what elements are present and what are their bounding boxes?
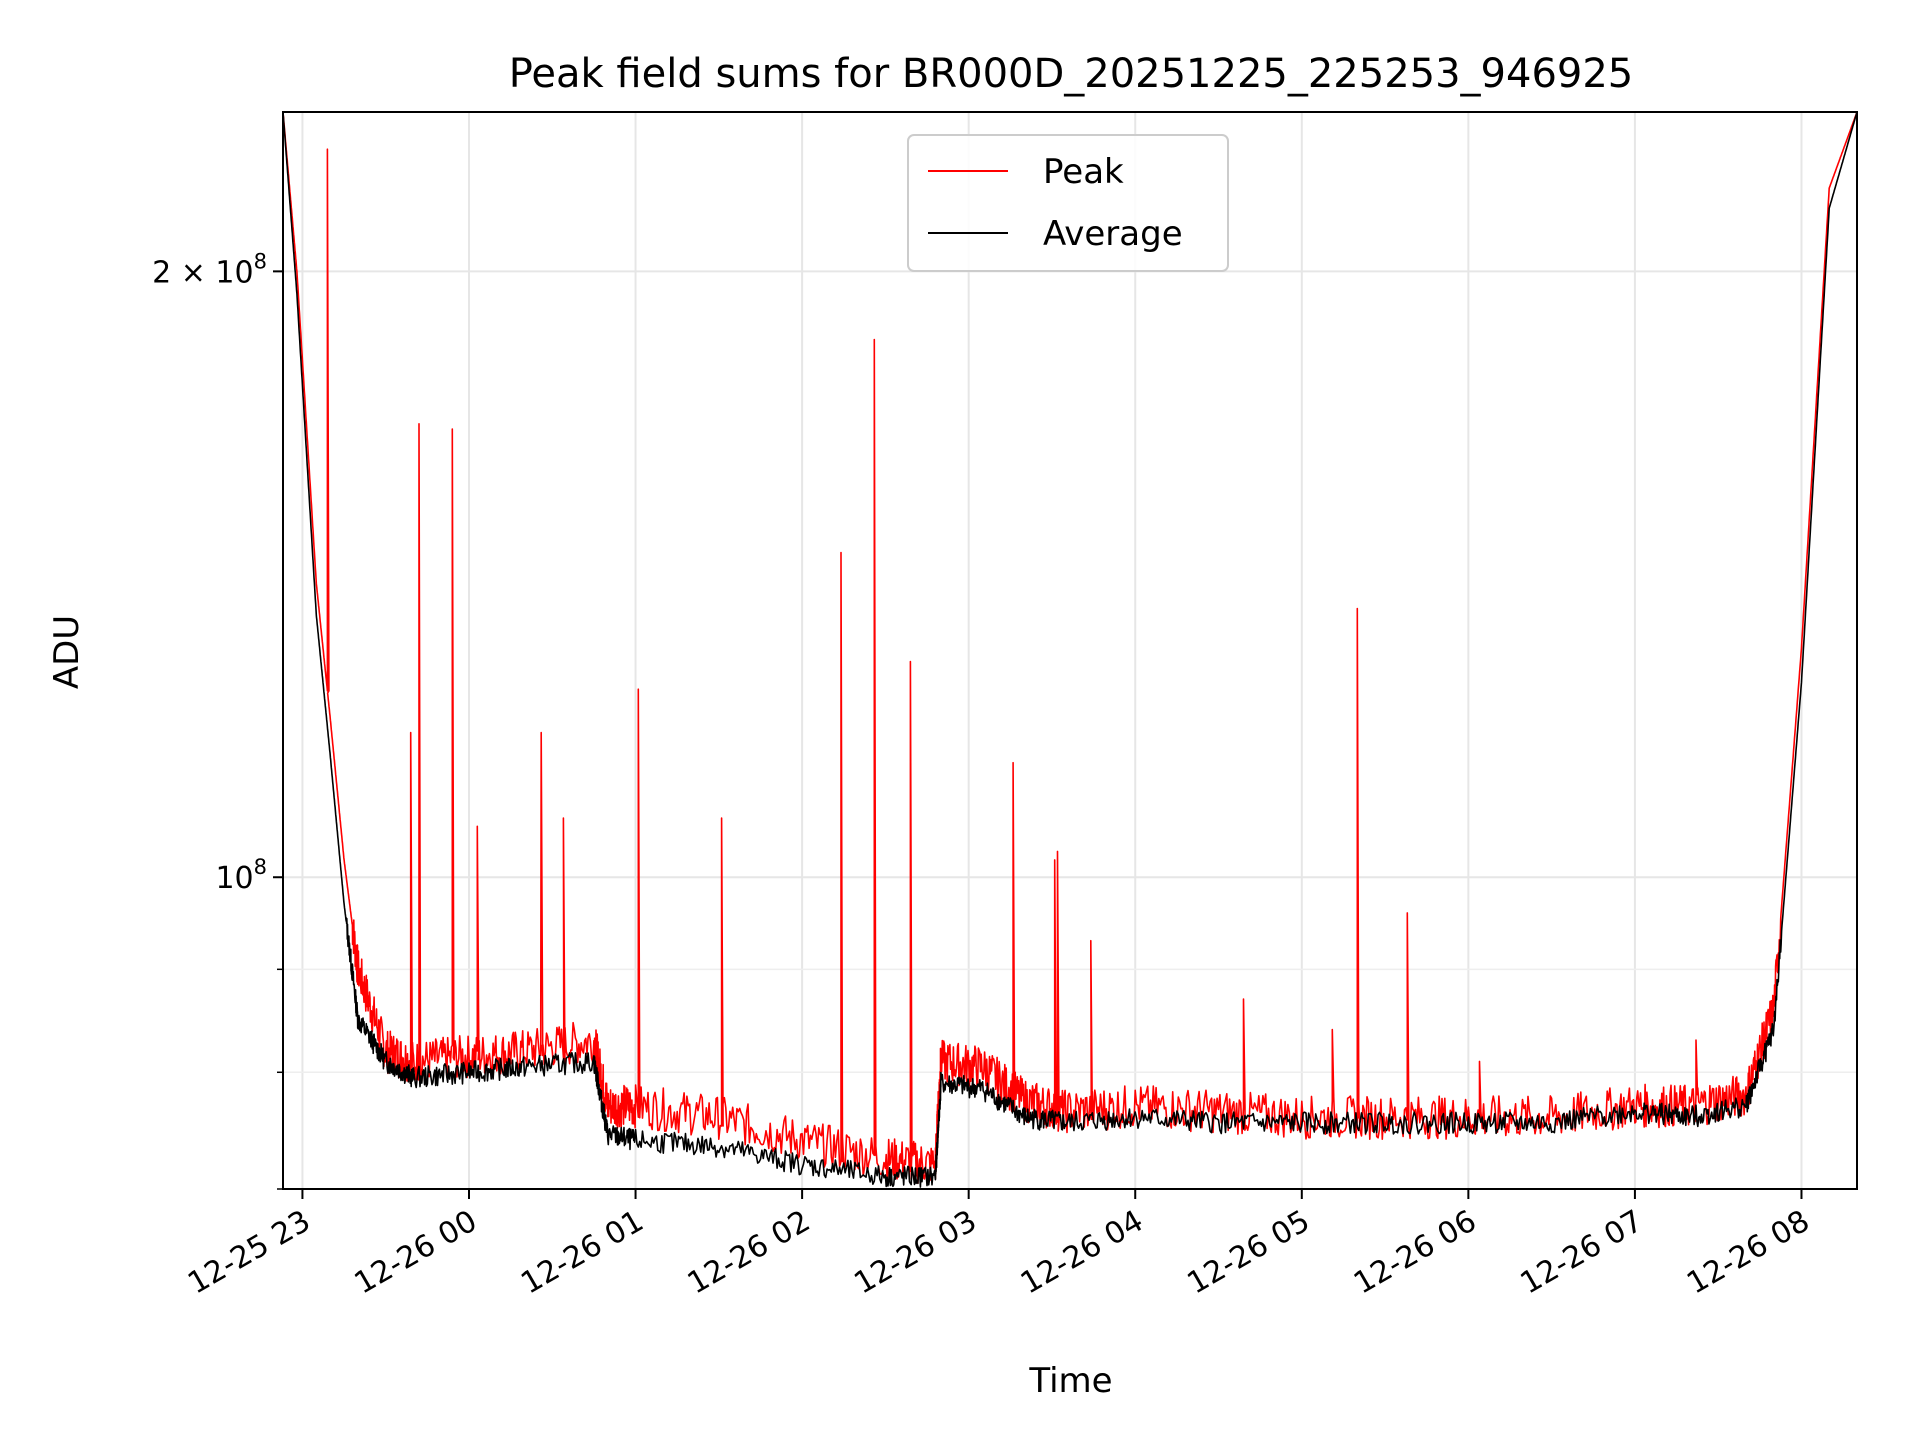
- series-layer: [283, 112, 1857, 1188]
- y-axis-label: ADU: [47, 615, 87, 689]
- legend-box: [907, 134, 1229, 272]
- y-tick-label: 2 × 108: [152, 249, 267, 290]
- series-line-average: [283, 112, 1857, 1188]
- x-axis-label: Time: [1028, 1361, 1112, 1401]
- y-axis: 2 × 108 108: [152, 249, 283, 1190]
- chart-title: Peak field sums for BR000D_20251225_2252…: [509, 51, 1634, 97]
- y-tick-label: 108: [215, 855, 267, 896]
- legend: Peak Average: [907, 134, 1229, 272]
- legend-label-peak: Peak: [1043, 152, 1124, 192]
- legend-label-average: Average: [1043, 214, 1183, 254]
- plot-frame: [282, 111, 1858, 1190]
